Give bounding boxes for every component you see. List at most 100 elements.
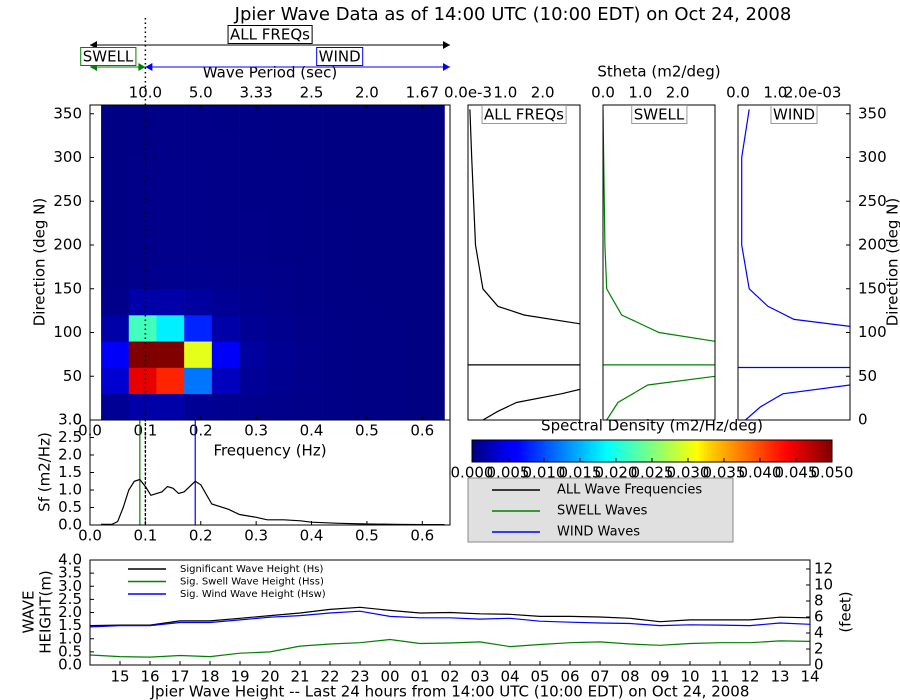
heatmap-cell bbox=[128, 262, 157, 290]
heatmap-cell bbox=[239, 393, 268, 420]
heatmap-cell bbox=[184, 157, 213, 185]
heatmap-cell bbox=[322, 157, 351, 185]
x-tick-label: 2.0e-03 bbox=[784, 84, 842, 102]
heatmap-cell bbox=[267, 288, 296, 316]
heatmap-cell bbox=[101, 183, 130, 211]
x-tick-label: 12 bbox=[740, 668, 759, 686]
heatmap-cell bbox=[378, 367, 406, 395]
heatmap-cell bbox=[405, 157, 445, 185]
y-tick-label: 4 bbox=[814, 623, 824, 641]
x-tick-label: 0.5 bbox=[355, 527, 379, 545]
heatmap-cell bbox=[378, 210, 406, 237]
x-tick-label: 0.3 bbox=[244, 422, 268, 440]
heatmap-cell bbox=[267, 341, 296, 368]
legend-label: Significant Wave Height (Hs) bbox=[180, 564, 323, 575]
x-tick-label: 05 bbox=[530, 668, 549, 686]
heatmap-cell bbox=[184, 210, 213, 237]
x-tick-label: 23 bbox=[350, 668, 369, 686]
heatmap-cell bbox=[267, 105, 296, 132]
arrow-head bbox=[443, 41, 450, 49]
heatmap-cell bbox=[184, 105, 213, 132]
x-tick-label: 1.0 bbox=[763, 84, 787, 102]
x-tick-label: 0.005 bbox=[487, 464, 530, 482]
legend-label: Sig. Swell Wave Height (Hss) bbox=[180, 577, 324, 588]
x-tick-label: 0.6 bbox=[410, 422, 434, 440]
heatmap-cell bbox=[128, 315, 157, 342]
x-tick-label: 20 bbox=[260, 668, 279, 686]
heatmap-cell bbox=[405, 393, 445, 420]
x-tick-label: 0.5 bbox=[355, 422, 379, 440]
heatmap-cell bbox=[350, 236, 379, 263]
heatmap-cell bbox=[405, 288, 445, 316]
y-tick-label: 3.0 bbox=[58, 577, 82, 595]
y-tick-label: 1.5 bbox=[58, 616, 82, 634]
y-tick-label: 200 bbox=[858, 236, 887, 254]
heatmap-cell bbox=[211, 157, 240, 185]
heatmap-cell bbox=[350, 131, 379, 158]
heatmap-cell bbox=[322, 262, 351, 290]
x-tick-label: 0.0 bbox=[78, 527, 102, 545]
heatmap-cell bbox=[101, 236, 130, 263]
heatmap-cell bbox=[378, 341, 406, 368]
heatmap-cell bbox=[184, 393, 213, 420]
heatmap-cell bbox=[378, 131, 406, 158]
heatmap-cell bbox=[405, 315, 445, 342]
heatmap-cell bbox=[211, 183, 240, 211]
heatmap-cell bbox=[267, 315, 296, 342]
heatmap-cell bbox=[239, 183, 268, 211]
y-tick-label: 100 bbox=[53, 323, 82, 341]
x-tick-label: 0.035 bbox=[703, 464, 746, 482]
arrow-head bbox=[138, 63, 146, 71]
x-tick-label: 0.015 bbox=[559, 464, 602, 482]
x-tick-label: 2.0 bbox=[355, 84, 379, 102]
y-tick-label: 2.0 bbox=[58, 603, 82, 621]
heatmap-cell bbox=[239, 288, 268, 316]
heatmap-cell bbox=[350, 288, 379, 316]
x-tick-label: 03 bbox=[470, 668, 489, 686]
panel-label-box bbox=[631, 105, 688, 124]
heatmap-cell bbox=[211, 262, 240, 290]
heatmap-cell bbox=[267, 157, 296, 185]
y-tick-label: 1.0 bbox=[58, 481, 82, 499]
y-axis-label: Direction (deg N) bbox=[31, 198, 49, 327]
spectrum-line bbox=[101, 478, 445, 526]
y-tick-label: 2.5 bbox=[58, 428, 82, 446]
x-tick-label: 11 bbox=[710, 668, 729, 686]
heatmap-cell bbox=[101, 393, 130, 420]
heatmap-cell bbox=[211, 131, 240, 158]
heatmap-cell bbox=[156, 105, 185, 132]
x-tick-label: 0.3 bbox=[244, 527, 268, 545]
y-axis-label: HEIGHT(m) bbox=[37, 570, 55, 654]
heatmap-cell bbox=[350, 341, 379, 368]
x-tick-label: 2.0 bbox=[531, 84, 555, 102]
y-tick-label: 12 bbox=[814, 559, 833, 577]
heatmap-cell bbox=[101, 105, 130, 132]
x-tick-label: 14 bbox=[800, 668, 819, 686]
x-tick-label: 21 bbox=[290, 668, 309, 686]
x-tick-label: 0.4 bbox=[300, 422, 324, 440]
y-tick-label: 1.5 bbox=[58, 463, 82, 481]
y-tick-label: 50 bbox=[858, 367, 877, 385]
heatmap-cell bbox=[294, 262, 323, 290]
heatmap-cell bbox=[101, 157, 130, 185]
profile-curve bbox=[603, 109, 715, 420]
heatmap-cell bbox=[350, 262, 379, 290]
legend-label: WIND Waves bbox=[557, 525, 640, 540]
y-tick-label: 2.0 bbox=[58, 446, 82, 464]
x-tick-label: 00 bbox=[380, 668, 399, 686]
y-tick-label: 150 bbox=[858, 279, 887, 297]
y-tick-label: 8 bbox=[814, 591, 824, 609]
heatmap-cell bbox=[128, 157, 157, 185]
x2-axis-label: Wave Period (sec) bbox=[203, 64, 337, 82]
height-line bbox=[89, 610, 811, 628]
heatmap-cell bbox=[184, 262, 213, 290]
heatmap-cell bbox=[350, 157, 379, 185]
heatmap-cell bbox=[184, 131, 213, 158]
height-line bbox=[89, 638, 811, 658]
heatmap-cell bbox=[267, 367, 296, 395]
x-tick-label: 0.045 bbox=[775, 464, 818, 482]
annotation-box bbox=[80, 47, 137, 66]
y-tick-label: 1.0 bbox=[58, 629, 82, 647]
